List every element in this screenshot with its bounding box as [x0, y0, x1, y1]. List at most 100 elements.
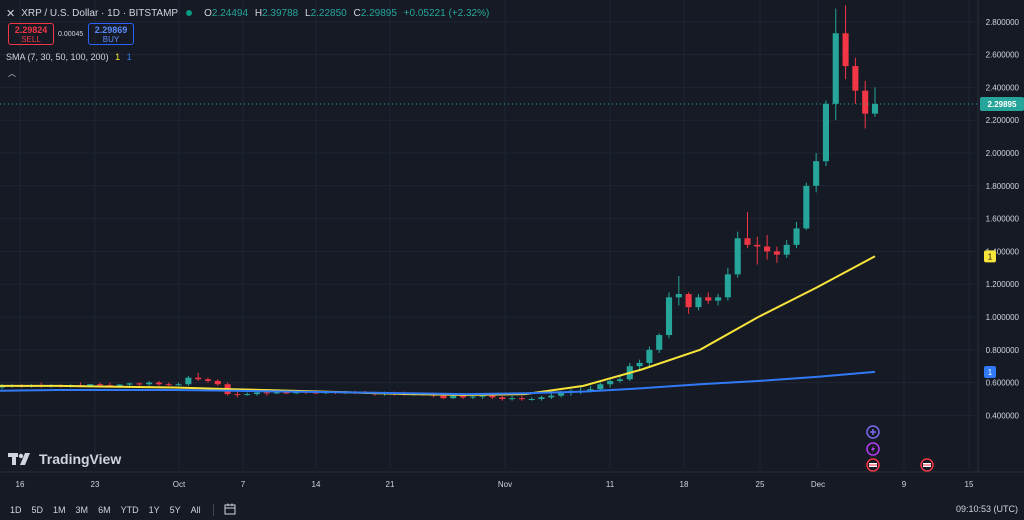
- candle-body[interactable]: [509, 398, 516, 400]
- candle-body[interactable]: [528, 399, 535, 400]
- candle-body[interactable]: [587, 389, 594, 391]
- candle-body[interactable]: [715, 297, 722, 301]
- candle-body[interactable]: [185, 377, 192, 385]
- candle-body[interactable]: [695, 297, 702, 308]
- candle-body[interactable]: [253, 392, 261, 395]
- x-axis-tick-label: 14: [312, 480, 321, 489]
- candle-body[interactable]: [244, 394, 251, 396]
- candle-body[interactable]: [842, 33, 849, 67]
- buy-button[interactable]: 2.29869 BUY: [88, 23, 134, 45]
- candle-body[interactable]: [724, 274, 731, 298]
- y-axis-tick-label: 0.600000: [986, 379, 1020, 388]
- candle-body[interactable]: [450, 395, 457, 399]
- candle-body[interactable]: [116, 384, 123, 386]
- low-label: L: [305, 7, 311, 19]
- y-axis-tick-label: 2.600000: [986, 51, 1020, 60]
- candle-body[interactable]: [87, 384, 94, 386]
- candle-body[interactable]: [106, 385, 113, 387]
- candle-body[interactable]: [558, 392, 565, 396]
- range-1y[interactable]: 1Y: [148, 504, 160, 515]
- x-axis-tick-label: 18: [680, 480, 689, 489]
- sma-line-yellow: [0, 255, 876, 396]
- x-axis-tick-label: Nov: [498, 480, 512, 489]
- candle-body[interactable]: [479, 395, 486, 397]
- collapse-legend-icon[interactable]: ︿: [8, 69, 16, 78]
- range-ytd[interactable]: YTD: [120, 504, 139, 515]
- x-axis-tick-label: 7: [241, 480, 246, 489]
- sma-badge-blue: [984, 365, 996, 378]
- candle-body[interactable]: [832, 33, 839, 104]
- calendar-goto-icon[interactable]: [224, 503, 236, 517]
- range-all[interactable]: All: [190, 504, 201, 515]
- candle-body[interactable]: [773, 251, 780, 255]
- candle-body[interactable]: [459, 395, 467, 398]
- candle-body[interactable]: [607, 380, 614, 385]
- x-axis-tick-label: 21: [386, 480, 395, 489]
- candle-body[interactable]: [283, 392, 290, 394]
- high-label: H: [254, 7, 263, 19]
- x-axis-tick-label: 15: [965, 480, 974, 489]
- candle-body[interactable]: [656, 335, 663, 350]
- candle-body[interactable]: [97, 384, 104, 386]
- candle-body[interactable]: [195, 377, 202, 380]
- utc-clock[interactable]: 09:10:53 (UTC): [955, 504, 1018, 514]
- candle-body[interactable]: [734, 238, 741, 275]
- candle-body[interactable]: [440, 395, 447, 399]
- y-axis-tick-label: 1.200000: [986, 280, 1020, 289]
- candle-body[interactable]: [685, 294, 692, 308]
- high-value: 2.39788: [262, 7, 299, 19]
- candle-body[interactable]: [312, 392, 319, 394]
- candle-body[interactable]: [675, 294, 682, 298]
- sma-indicator-legend[interactable]: SMA (7, 30, 50, 100, 200) 1 1: [6, 52, 132, 62]
- candle-body[interactable]: [636, 362, 643, 367]
- candle-body[interactable]: [665, 297, 673, 336]
- candle-body[interactable]: [489, 395, 496, 398]
- candle-body[interactable]: [263, 392, 270, 394]
- candle-body[interactable]: [126, 383, 133, 385]
- candle-body[interactable]: [744, 238, 751, 245]
- candle-body[interactable]: [793, 228, 800, 245]
- range-1m[interactable]: 1M: [53, 504, 66, 515]
- candle-body[interactable]: [764, 246, 771, 252]
- range-6m[interactable]: 6M: [98, 504, 111, 515]
- candle-body[interactable]: [803, 185, 810, 229]
- range-5d[interactable]: 5D: [31, 504, 44, 515]
- candle-body[interactable]: [175, 384, 182, 386]
- candle-body[interactable]: [499, 397, 506, 399]
- sell-button[interactable]: 2.29824 SELL: [8, 23, 54, 45]
- candle-body[interactable]: [273, 392, 280, 394]
- candle-body[interactable]: [754, 244, 761, 247]
- candle-body[interactable]: [783, 244, 790, 255]
- candle-body[interactable]: [155, 382, 162, 385]
- candle-body[interactable]: [136, 383, 143, 385]
- sma-label: SMA (7, 30, 50, 100, 200): [6, 52, 109, 62]
- candle-body[interactable]: [146, 382, 153, 385]
- range-1d[interactable]: 1D: [10, 504, 22, 515]
- close-value: 2.29895: [360, 7, 397, 19]
- candle-body[interactable]: [538, 397, 545, 399]
- candle-body[interactable]: [214, 380, 221, 385]
- candle-body[interactable]: [204, 379, 212, 381]
- candle-body[interactable]: [646, 349, 653, 363]
- candle-body[interactable]: [705, 297, 712, 301]
- candle-body[interactable]: [616, 379, 624, 381]
- candle-body[interactable]: [165, 384, 172, 386]
- range-5y[interactable]: 5Y: [169, 504, 181, 515]
- candle-body[interactable]: [469, 396, 476, 398]
- close-icon[interactable]: ✕: [6, 7, 16, 20]
- x-axis-tick-label: 16: [16, 480, 25, 489]
- candle-body[interactable]: [518, 398, 525, 400]
- candle-body[interactable]: [813, 161, 820, 186]
- candle-body[interactable]: [822, 103, 829, 162]
- candle-body[interactable]: [871, 103, 879, 114]
- candle-body[interactable]: [852, 66, 859, 91]
- candle-body[interactable]: [234, 394, 241, 396]
- x-axis-tick-label: 23: [91, 480, 100, 489]
- candle-body[interactable]: [862, 90, 869, 114]
- candle-body[interactable]: [597, 384, 604, 390]
- range-3m[interactable]: 3M: [75, 504, 89, 515]
- symbol-title[interactable]: XRP / U.S. Dollar · 1D · BITSTAMP: [21, 7, 179, 19]
- candle-body[interactable]: [548, 395, 555, 398]
